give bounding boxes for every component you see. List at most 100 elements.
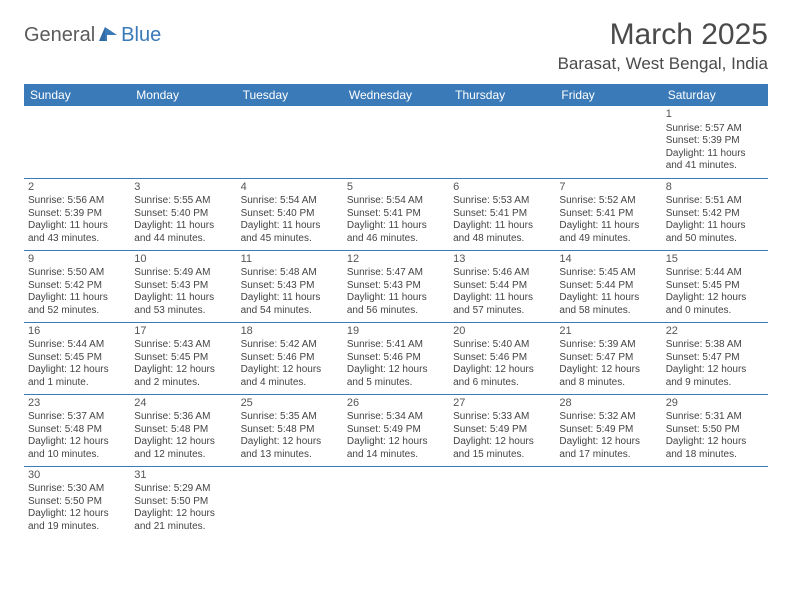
calendar-day-cell: 6Sunrise: 5:53 AMSunset: 5:41 PMDaylight… (449, 178, 555, 250)
calendar-day-cell (237, 106, 343, 178)
day-number: 25 (241, 397, 339, 411)
dayname-fri: Friday (555, 84, 661, 106)
day-number: 11 (241, 253, 339, 267)
title-block: March 2025 Barasat, West Bengal, India (558, 18, 768, 74)
day-number: 26 (347, 397, 445, 411)
calendar-day-cell: 21Sunrise: 5:39 AMSunset: 5:47 PMDayligh… (555, 322, 661, 394)
sunrise-text: Sunrise: 5:41 AM (347, 339, 445, 352)
day-number: 20 (453, 325, 551, 339)
calendar-day-cell: 11Sunrise: 5:48 AMSunset: 5:43 PMDayligh… (237, 250, 343, 322)
day-number: 9 (28, 253, 126, 267)
sunset-text: Sunset: 5:43 PM (134, 280, 232, 293)
sunset-text: Sunset: 5:45 PM (28, 352, 126, 365)
day-number: 2 (28, 181, 126, 195)
sunset-text: Sunset: 5:48 PM (134, 424, 232, 437)
calendar-day-cell: 17Sunrise: 5:43 AMSunset: 5:45 PMDayligh… (130, 322, 236, 394)
calendar-day-cell: 8Sunrise: 5:51 AMSunset: 5:42 PMDaylight… (662, 178, 768, 250)
sunrise-text: Sunrise: 5:54 AM (241, 195, 339, 208)
sunset-text: Sunset: 5:47 PM (666, 352, 764, 365)
daylight-text: Daylight: 11 hours and 50 minutes. (666, 220, 764, 245)
day-number: 18 (241, 325, 339, 339)
sunset-text: Sunset: 5:41 PM (559, 208, 657, 221)
calendar-day-cell: 13Sunrise: 5:46 AMSunset: 5:44 PMDayligh… (449, 250, 555, 322)
sunset-text: Sunset: 5:48 PM (28, 424, 126, 437)
daylight-text: Daylight: 11 hours and 53 minutes. (134, 292, 232, 317)
daylight-text: Daylight: 12 hours and 2 minutes. (134, 364, 232, 389)
sunrise-text: Sunrise: 5:46 AM (453, 267, 551, 280)
day-number: 6 (453, 181, 551, 195)
sunrise-text: Sunrise: 5:39 AM (559, 339, 657, 352)
sunrise-text: Sunrise: 5:51 AM (666, 195, 764, 208)
logo-text-general: General (24, 24, 95, 47)
day-number: 22 (666, 325, 764, 339)
sunset-text: Sunset: 5:48 PM (241, 424, 339, 437)
day-number: 19 (347, 325, 445, 339)
day-number: 14 (559, 253, 657, 267)
daylight-text: Daylight: 12 hours and 17 minutes. (559, 436, 657, 461)
daylight-text: Daylight: 12 hours and 8 minutes. (559, 364, 657, 389)
daylight-text: Daylight: 11 hours and 43 minutes. (28, 220, 126, 245)
calendar-day-cell: 4Sunrise: 5:54 AMSunset: 5:40 PMDaylight… (237, 178, 343, 250)
sunrise-text: Sunrise: 5:32 AM (559, 411, 657, 424)
sunset-text: Sunset: 5:40 PM (241, 208, 339, 221)
day-number: 27 (453, 397, 551, 411)
sunset-text: Sunset: 5:49 PM (453, 424, 551, 437)
day-number: 5 (347, 181, 445, 195)
calendar-day-cell: 12Sunrise: 5:47 AMSunset: 5:43 PMDayligh… (343, 250, 449, 322)
daylight-text: Daylight: 12 hours and 18 minutes. (666, 436, 764, 461)
calendar-day-cell: 16Sunrise: 5:44 AMSunset: 5:45 PMDayligh… (24, 322, 130, 394)
day-number: 28 (559, 397, 657, 411)
calendar-week-row: 1Sunrise: 5:57 AMSunset: 5:39 PMDaylight… (24, 106, 768, 178)
daylight-text: Daylight: 12 hours and 6 minutes. (453, 364, 551, 389)
day-number: 16 (28, 325, 126, 339)
calendar-day-cell: 14Sunrise: 5:45 AMSunset: 5:44 PMDayligh… (555, 250, 661, 322)
day-number: 29 (666, 397, 764, 411)
sunrise-text: Sunrise: 5:38 AM (666, 339, 764, 352)
sunset-text: Sunset: 5:42 PM (666, 208, 764, 221)
header: General Blue March 2025 Barasat, West Be… (24, 18, 768, 74)
sunrise-text: Sunrise: 5:53 AM (453, 195, 551, 208)
sunset-text: Sunset: 5:50 PM (666, 424, 764, 437)
calendar-day-cell: 10Sunrise: 5:49 AMSunset: 5:43 PMDayligh… (130, 250, 236, 322)
day-number: 7 (559, 181, 657, 195)
daylight-text: Daylight: 11 hours and 46 minutes. (347, 220, 445, 245)
calendar-day-cell: 26Sunrise: 5:34 AMSunset: 5:49 PMDayligh… (343, 394, 449, 466)
sunrise-text: Sunrise: 5:44 AM (28, 339, 126, 352)
daylight-text: Daylight: 11 hours and 48 minutes. (453, 220, 551, 245)
calendar-week-row: 23Sunrise: 5:37 AMSunset: 5:48 PMDayligh… (24, 394, 768, 466)
sunrise-text: Sunrise: 5:47 AM (347, 267, 445, 280)
daylight-text: Daylight: 12 hours and 19 minutes. (28, 508, 126, 533)
calendar-day-cell: 22Sunrise: 5:38 AMSunset: 5:47 PMDayligh… (662, 322, 768, 394)
dayname-sun: Sunday (24, 84, 130, 106)
calendar-day-cell (555, 466, 661, 538)
sunrise-text: Sunrise: 5:52 AM (559, 195, 657, 208)
page-title: March 2025 (558, 18, 768, 52)
calendar-day-cell (662, 466, 768, 538)
daylight-text: Daylight: 12 hours and 0 minutes. (666, 292, 764, 317)
calendar-day-cell: 18Sunrise: 5:42 AMSunset: 5:46 PMDayligh… (237, 322, 343, 394)
sunset-text: Sunset: 5:49 PM (347, 424, 445, 437)
calendar-day-cell (343, 466, 449, 538)
daylight-text: Daylight: 12 hours and 14 minutes. (347, 436, 445, 461)
sunrise-text: Sunrise: 5:33 AM (453, 411, 551, 424)
daylight-text: Daylight: 11 hours and 52 minutes. (28, 292, 126, 317)
daylight-text: Daylight: 12 hours and 5 minutes. (347, 364, 445, 389)
sunrise-text: Sunrise: 5:49 AM (134, 267, 232, 280)
day-number: 17 (134, 325, 232, 339)
calendar-day-cell: 24Sunrise: 5:36 AMSunset: 5:48 PMDayligh… (130, 394, 236, 466)
sunset-text: Sunset: 5:50 PM (134, 496, 232, 509)
sunrise-text: Sunrise: 5:50 AM (28, 267, 126, 280)
day-number: 3 (134, 181, 232, 195)
day-number: 23 (28, 397, 126, 411)
calendar-day-cell: 27Sunrise: 5:33 AMSunset: 5:49 PMDayligh… (449, 394, 555, 466)
sunset-text: Sunset: 5:45 PM (666, 280, 764, 293)
sunrise-text: Sunrise: 5:42 AM (241, 339, 339, 352)
calendar-day-cell: 1Sunrise: 5:57 AMSunset: 5:39 PMDaylight… (662, 106, 768, 178)
sunrise-text: Sunrise: 5:56 AM (28, 195, 126, 208)
dayname-sat: Saturday (662, 84, 768, 106)
calendar-week-row: 9Sunrise: 5:50 AMSunset: 5:42 PMDaylight… (24, 250, 768, 322)
sunset-text: Sunset: 5:41 PM (453, 208, 551, 221)
sunset-text: Sunset: 5:50 PM (28, 496, 126, 509)
daylight-text: Daylight: 12 hours and 9 minutes. (666, 364, 764, 389)
daylight-text: Daylight: 12 hours and 4 minutes. (241, 364, 339, 389)
